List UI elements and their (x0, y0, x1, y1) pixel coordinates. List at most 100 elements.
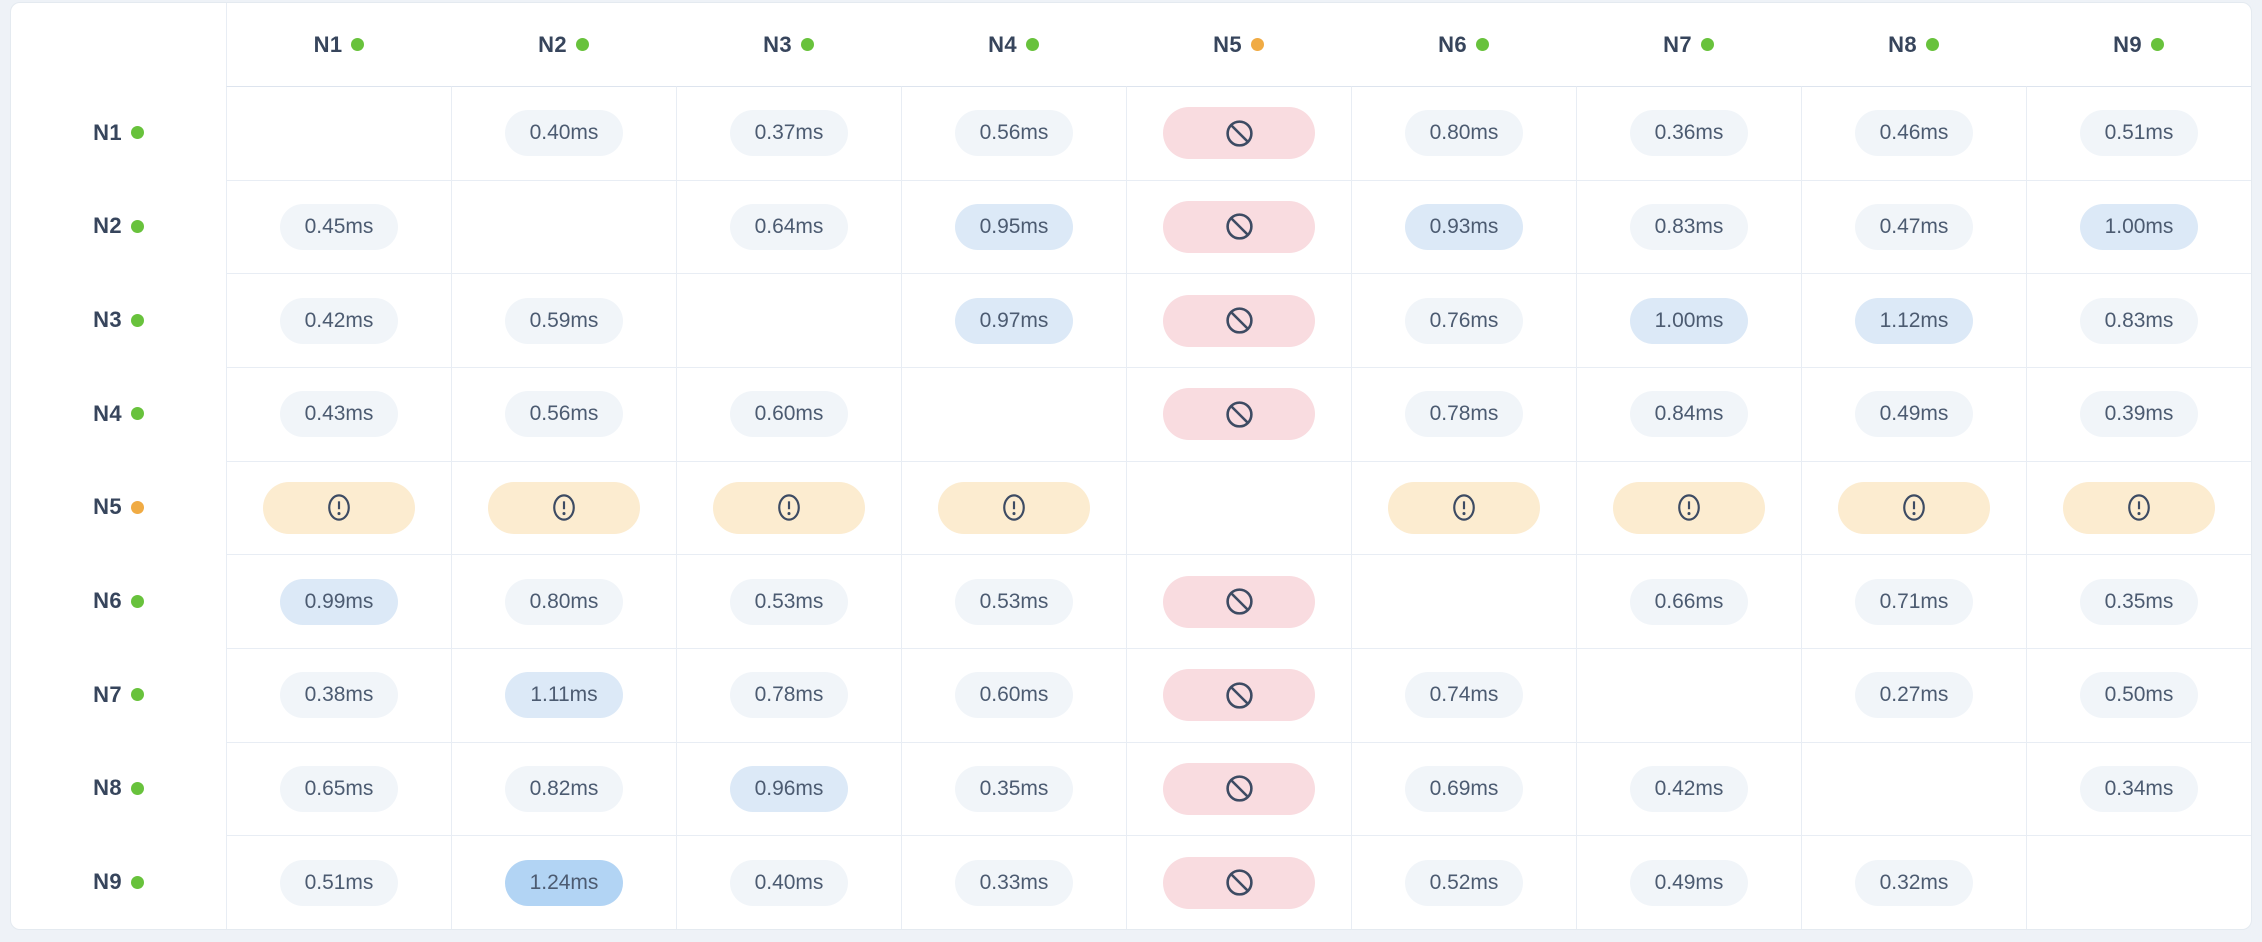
latency-pill[interactable]: 0.45ms (280, 203, 398, 250)
latency-pill[interactable]: 0.32ms (1855, 859, 1973, 906)
latency-pill[interactable]: 0.42ms (1630, 765, 1748, 812)
matrix-cell-n4-n2: 0.56ms (451, 366, 676, 461)
warning-pill[interactable] (713, 481, 865, 534)
latency-pill[interactable]: 0.35ms (2080, 578, 2198, 625)
matrix-cell-n7-n4: 0.60ms (901, 647, 1126, 742)
latency-pill[interactable]: 0.37ms (730, 110, 848, 157)
node-name-label: N9 (2113, 31, 2142, 57)
latency-pill[interactable]: 0.74ms (1405, 672, 1523, 719)
latency-pill[interactable]: 0.47ms (1855, 203, 1973, 250)
latency-pill[interactable]: 0.39ms (2080, 391, 2198, 438)
row-header-n8: N8 (11, 742, 226, 836)
latency-pill[interactable]: 0.43ms (280, 391, 398, 438)
latency-pill[interactable]: 0.66ms (1630, 578, 1748, 625)
matrix-cell-n4-n4 (901, 366, 1126, 461)
latency-pill[interactable]: 0.51ms (2080, 110, 2198, 157)
latency-pill[interactable]: 1.00ms (1630, 297, 1748, 344)
latency-pill[interactable]: 0.42ms (280, 297, 398, 344)
latency-pill[interactable]: 1.11ms (505, 672, 623, 719)
blocked-pill[interactable] (1163, 294, 1315, 347)
node-name-label: N3 (93, 307, 122, 333)
warning-pill[interactable] (2063, 481, 2215, 534)
matrix-cell-n3-n6: 0.76ms (1351, 273, 1576, 367)
online-status-dot (130, 313, 144, 327)
latency-pill[interactable]: 0.60ms (955, 672, 1073, 719)
warning-pill[interactable] (263, 481, 415, 534)
blocked-pill[interactable] (1163, 575, 1315, 628)
latency-pill[interactable]: 0.51ms (280, 859, 398, 906)
latency-pill[interactable]: 0.76ms (1405, 297, 1523, 344)
blocked-pill[interactable] (1163, 388, 1315, 441)
matrix-cell-n2-n5 (1126, 179, 1351, 274)
latency-pill[interactable]: 0.36ms (1630, 110, 1748, 157)
warning-pill[interactable] (1388, 481, 1540, 534)
latency-pill[interactable]: 1.24ms (505, 859, 623, 906)
latency-pill[interactable]: 0.83ms (1630, 203, 1748, 250)
matrix-cell-n2-n8: 0.47ms (1801, 179, 2026, 274)
latency-pill[interactable]: 0.64ms (730, 203, 848, 250)
blocked-pill[interactable] (1163, 200, 1315, 253)
latency-pill[interactable]: 0.49ms (1630, 859, 1748, 906)
matrix-cell-n5-n2 (451, 460, 676, 555)
latency-pill[interactable]: 0.78ms (1405, 391, 1523, 438)
latency-pill[interactable]: 0.53ms (730, 578, 848, 625)
column-header-n4: N4 (901, 3, 1126, 86)
matrix-cell-n2-n3: 0.64ms (676, 179, 901, 274)
latency-pill[interactable]: 0.78ms (730, 672, 848, 719)
no-entry-icon (1225, 775, 1253, 803)
warning-pill[interactable] (1838, 481, 1990, 534)
latency-pill[interactable]: 0.35ms (955, 765, 1073, 812)
latency-pill[interactable]: 0.99ms (280, 578, 398, 625)
alert-circle-icon (2128, 494, 2150, 522)
latency-pill[interactable]: 1.12ms (1855, 297, 1973, 344)
latency-pill[interactable]: 0.84ms (1630, 391, 1748, 438)
blocked-pill[interactable] (1163, 856, 1315, 909)
latency-pill[interactable]: 0.27ms (1855, 672, 1973, 719)
warning-pill[interactable] (488, 481, 640, 534)
latency-pill[interactable]: 0.40ms (505, 110, 623, 157)
no-entry-icon (1225, 869, 1253, 896)
latency-pill[interactable]: 0.95ms (955, 203, 1073, 250)
latency-pill[interactable]: 0.83ms (2080, 297, 2198, 344)
online-status-dot (130, 594, 144, 608)
latency-pill[interactable]: 0.53ms (955, 578, 1073, 625)
latency-pill[interactable]: 0.60ms (730, 391, 848, 438)
matrix-cell-n4-n7: 0.84ms (1576, 366, 1801, 461)
blocked-pill[interactable] (1163, 669, 1315, 722)
latency-pill[interactable]: 0.52ms (1405, 859, 1523, 906)
latency-pill[interactable]: 0.38ms (280, 672, 398, 719)
latency-pill[interactable]: 0.97ms (955, 297, 1073, 344)
matrix-cell-n3-n3 (676, 273, 901, 367)
latency-pill[interactable]: 0.56ms (505, 391, 623, 438)
warning-pill[interactable] (938, 481, 1090, 534)
latency-pill[interactable]: 0.49ms (1855, 391, 1973, 438)
online-status-dot (1700, 38, 1714, 51)
latency-pill[interactable]: 0.82ms (505, 765, 623, 812)
matrix-cell-n4-n6: 0.78ms (1351, 366, 1576, 461)
matrix-cell-n5-n4 (901, 460, 1126, 555)
latency-pill[interactable]: 1.00ms (2080, 203, 2198, 250)
latency-pill[interactable]: 0.56ms (955, 110, 1073, 157)
latency-pill[interactable]: 0.96ms (730, 765, 848, 812)
latency-pill[interactable]: 0.69ms (1405, 765, 1523, 812)
latency-pill[interactable]: 0.71ms (1855, 578, 1973, 625)
latency-pill[interactable]: 0.80ms (1405, 110, 1523, 157)
latency-pill[interactable]: 0.59ms (505, 297, 623, 344)
node-name-label: N4 (988, 31, 1017, 57)
blocked-pill[interactable] (1163, 107, 1315, 160)
warning-status-dot (1250, 38, 1264, 51)
latency-pill[interactable]: 0.33ms (955, 859, 1073, 906)
latency-pill[interactable]: 0.40ms (730, 859, 848, 906)
latency-pill[interactable]: 0.46ms (1855, 110, 1973, 157)
latency-pill[interactable]: 0.50ms (2080, 672, 2198, 719)
latency-pill[interactable]: 0.34ms (2080, 765, 2198, 812)
latency-pill[interactable]: 0.93ms (1405, 203, 1523, 250)
latency-pill[interactable]: 0.80ms (505, 578, 623, 625)
matrix-cell-n7-n3: 0.78ms (676, 647, 901, 742)
warning-pill[interactable] (1613, 481, 1765, 534)
matrix-cell-n6-n1: 0.99ms (226, 554, 451, 648)
blocked-pill[interactable] (1163, 762, 1315, 815)
latency-pill[interactable]: 0.65ms (280, 765, 398, 812)
matrix-cell-n5-n5 (1126, 460, 1351, 555)
node-name-label: N1 (93, 119, 122, 145)
